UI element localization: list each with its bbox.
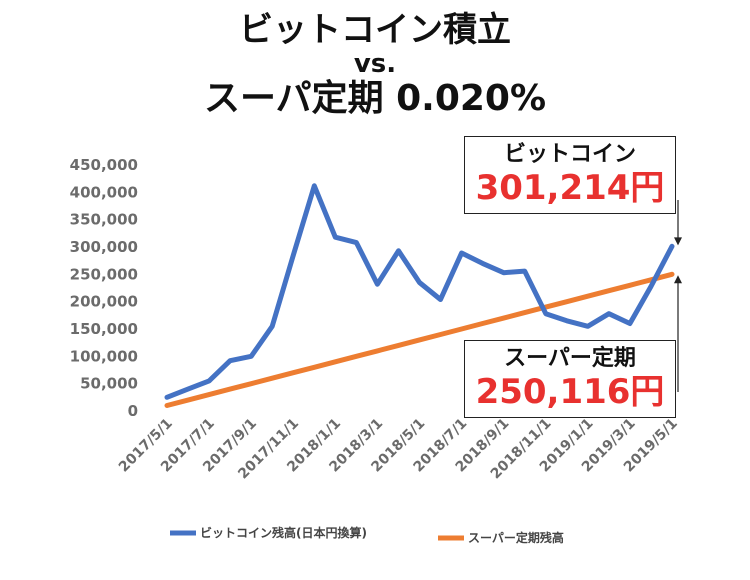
deposit-callout: スーパー定期 250,116円	[464, 340, 676, 418]
x-axis-ticks: 2017/5/12017/7/12017/9/12017/11/12018/1/…	[116, 416, 681, 483]
chart-title: ビットコイン積立 vs. スーパ定期 0.020%	[0, 10, 750, 120]
y-tick-label: 250,000	[70, 265, 138, 283]
bitcoin-callout-label: ビットコイン	[503, 142, 636, 167]
y-tick-label: 400,000	[70, 183, 138, 201]
title-vs: vs.	[353, 49, 397, 79]
bitcoin-callout-value: 301,214円	[475, 168, 665, 208]
legend-label-bitcoin: ビットコイン残高(日本円換算)	[200, 525, 367, 540]
y-tick-label: 350,000	[70, 211, 138, 229]
title-line-1: ビットコイン積立	[239, 10, 511, 50]
y-axis-ticks: 0 50,000 100,000 150,000 200,000 250,000 300,0…	[70, 156, 138, 420]
legend-label-deposit: スーパー定期残高	[468, 530, 564, 545]
bitcoin-arrow-head	[674, 237, 682, 246]
title-line-2: スーパ定期 0.020%	[203, 78, 547, 119]
deposit-callout-label: スーパー定期	[504, 346, 636, 371]
y-tick-label: 300,000	[70, 238, 138, 256]
series-lines	[164, 183, 675, 408]
y-tick-label: 100,000	[70, 347, 138, 365]
bitcoin-balance-line	[164, 183, 675, 400]
deposit-balance-line	[164, 271, 675, 408]
y-tick-label: 150,000	[70, 320, 138, 338]
deposit-callout-value: 250,116円	[475, 372, 665, 412]
y-tick-label: 450,000	[70, 156, 138, 174]
bitcoin-callout: ビットコイン 301,214円	[464, 136, 676, 214]
callout-arrows	[674, 200, 682, 392]
y-tick-label: 200,000	[70, 293, 138, 311]
legend: ビットコイン残高(日本円換算) スーパー定期残高	[170, 525, 564, 545]
y-tick-label: 0	[128, 402, 138, 420]
deposit-arrow-head	[674, 275, 682, 284]
y-tick-label: 50,000	[80, 375, 138, 393]
